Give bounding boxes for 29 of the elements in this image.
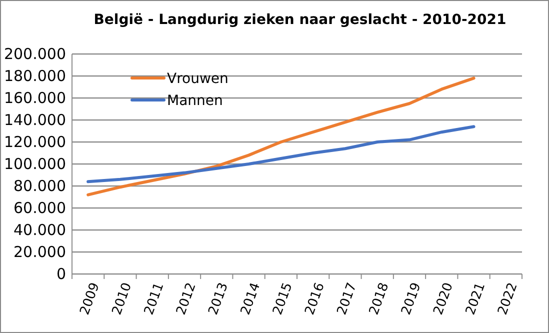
y-tick-label: 140.000 — [4, 110, 66, 129]
x-tick-label: 2018 — [366, 280, 392, 318]
y-tick-label: 0 — [56, 264, 66, 283]
x-tick-label: 2012 — [174, 280, 200, 318]
x-tick-label: 2022 — [495, 280, 521, 318]
x-tick-label: 2017 — [334, 280, 360, 318]
x-tick-label: 2021 — [463, 280, 489, 318]
x-tick-label: 2020 — [431, 280, 456, 318]
legend-label: Mannen — [167, 92, 223, 109]
legend-label: Vrouwen — [167, 70, 228, 87]
x-tick-label: 2011 — [142, 280, 168, 318]
y-tick-label: 160.000 — [4, 88, 66, 107]
y-tick-label: 120.000 — [4, 132, 66, 151]
x-tick-label: 2013 — [206, 280, 232, 318]
y-tick-label: 40.000 — [14, 220, 66, 239]
x-tick-label: 2014 — [238, 280, 264, 318]
x-tick-label: 2009 — [78, 280, 103, 318]
y-tick-label: 100.000 — [4, 154, 66, 173]
y-tick-label: 20.000 — [14, 242, 66, 261]
y-tick-label: 180.000 — [4, 66, 66, 85]
y-tick-label: 80.000 — [14, 176, 66, 195]
x-tick-label: 2019 — [398, 280, 424, 318]
x-tick-label: 2015 — [270, 280, 296, 318]
y-tick-label: 60.000 — [14, 198, 66, 217]
line-series — [86, 125, 476, 184]
y-tick-label: 200.000 — [4, 44, 66, 63]
x-tick-label: 2016 — [302, 280, 328, 318]
x-tick-label: 2010 — [110, 280, 136, 318]
chart-title: België - Langdurig zieken naar geslacht - 2010-2021 — [94, 12, 506, 28]
